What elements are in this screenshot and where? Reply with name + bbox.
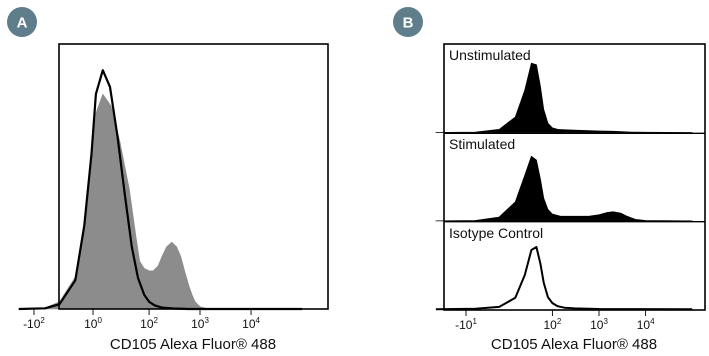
panel-a-x-tick-label-2: 102 [140,316,158,331]
panel-b-x-tick-label-1: 102 [544,317,562,332]
panel-a-series-outline [18,69,303,311]
panel-b-x-tick-label-3: 104 [637,317,655,332]
panel-b-plot-area [435,62,693,311]
panel-a-x-tick-label-0: -102 [23,316,45,331]
panel-a-x-tick-label-4: 104 [242,316,260,331]
panel-b-badge [393,7,423,37]
panel-b-label-isotype-control: Isotype Control [449,225,543,241]
panel-a-x-tick-label-3: 103 [191,316,209,331]
panel-b-x-axis-label: CD105 Alexa Fluor® 488 [491,336,657,353]
panel-b-label-stimulated: Stimulated [449,136,515,152]
panel-b-x-tick-label-2: 103 [590,317,608,332]
panel-a-plot-area [18,69,303,311]
panel-a-x-ticks: -102 100 102 103 104 [23,309,261,331]
panel-a-badge-label: A [17,15,28,32]
panel-b-x-ticks: -101 102 103 104 [455,310,655,332]
panel-b: B Unstimulated Stimulated Isotype Contro… [393,7,706,353]
panel-b-series-isotype-control [435,246,693,311]
panel-b-badge-label: B [403,15,414,32]
panel-b-frame [443,43,706,311]
panel-b-series-stimulated [435,155,693,222]
panel-b-x-tick-label-0: -101 [455,317,477,332]
panel-a-x-tick-label-1: 100 [84,316,102,331]
panel-b-series-unstimulated [435,62,693,133]
panel-a-series-filled [18,93,303,310]
panel-b-label-unstimulated: Unstimulated [449,47,531,63]
panel-a: A -102 100 102 103 104 CD105 Alexa Fluor® 48… [7,7,329,353]
panel-a-x-axis-label: CD105 Alexa Fluor® 488 [110,336,276,353]
panel-a-frame [58,43,329,310]
panel-a-badge [7,7,37,37]
